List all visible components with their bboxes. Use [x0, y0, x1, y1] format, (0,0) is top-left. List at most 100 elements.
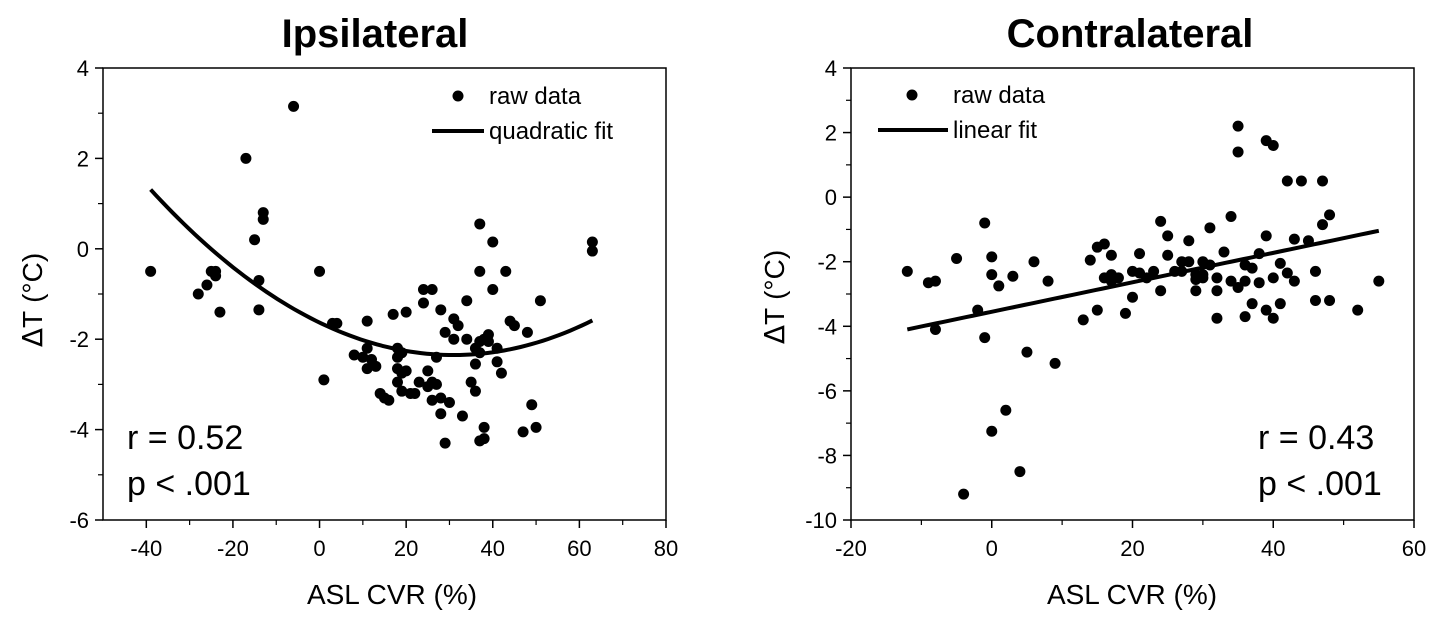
ipsilateral-data-point — [456, 410, 468, 422]
contralateral-y-tick-label: -6 — [817, 379, 837, 404]
ipsilateral-x-tick-label: 40 — [481, 536, 505, 561]
ipsilateral-y-axis-label: ΔT (°C) — [16, 253, 49, 347]
contralateral-y-tick-label: 2 — [825, 121, 837, 146]
contralateral-x-tick-label: 60 — [1402, 536, 1426, 561]
ipsilateral-data-point — [508, 320, 520, 332]
contralateral-data-point — [1155, 215, 1167, 227]
ipsilateral-data-point — [482, 335, 494, 347]
contralateral-data-point — [979, 332, 991, 344]
contralateral-data-point — [1225, 275, 1237, 287]
contralateral-linear-fit-line — [906, 228, 1380, 332]
contralateral-y-tick-label: 0 — [825, 185, 837, 210]
contralateral-data-point — [1267, 272, 1279, 284]
ipsilateral-data-point — [461, 333, 473, 345]
ipsilateral-data-point — [253, 304, 265, 316]
ipsilateral-x-tick-label: 20 — [394, 536, 418, 561]
ipsilateral-data-point — [400, 365, 412, 377]
ipsilateral-data-point — [500, 265, 512, 277]
ipsilateral-data-point — [478, 421, 490, 433]
ipsilateral-data-point — [521, 326, 533, 338]
contralateral-data-point — [1281, 175, 1293, 187]
contralateral-data-point — [1239, 311, 1251, 323]
contralateral-data-point — [1007, 270, 1019, 282]
ipsilateral-data-point — [586, 236, 598, 248]
contralateral-data-point — [1190, 285, 1202, 297]
contralateral-data-point — [1155, 285, 1167, 297]
contralateral-data-point — [1267, 312, 1279, 324]
ipsilateral-data-point — [487, 283, 499, 295]
contralateral-data-point — [1162, 249, 1174, 261]
contralateral-data-point — [1197, 272, 1209, 284]
y-unit: (°C) — [759, 250, 790, 300]
y-variable: T — [17, 311, 48, 328]
ipsilateral-data-point — [201, 279, 213, 291]
contralateral-legend-marker — [906, 89, 918, 101]
ipsilateral-data-point — [348, 349, 360, 361]
contralateral-data-point — [1162, 230, 1174, 242]
contralateral-data-point — [1098, 238, 1110, 250]
contralateral-data-point — [1127, 291, 1138, 303]
contralateral-x-tick-label: 0 — [986, 536, 998, 561]
ipsilateral-data-point — [517, 426, 529, 438]
contralateral-legend-raw-data: raw data — [953, 82, 1046, 109]
contralateral-data-point — [1274, 298, 1286, 310]
ipsilateral-data-point — [331, 317, 343, 329]
contralateral-data-point — [1105, 249, 1117, 261]
ipsilateral-y-tick-label: -2 — [69, 327, 89, 352]
contralateral-data-point — [1239, 275, 1251, 287]
contralateral-data-point — [1232, 146, 1244, 158]
contralateral-y-tick-label: -2 — [817, 250, 837, 275]
delta-symbol: Δ — [16, 328, 49, 347]
contralateral-y-tick-label: 4 — [825, 56, 837, 81]
ipsilateral-points — [145, 100, 598, 449]
ipsilateral-x-tick-label: 0 — [313, 536, 325, 561]
contralateral-data-point — [1084, 254, 1096, 266]
ipsilateral-data-point — [417, 283, 429, 295]
ipsilateral-data-point — [318, 374, 330, 386]
contralateral-data-point — [929, 275, 941, 287]
ipsilateral-data-point — [435, 392, 447, 404]
contralateral-data-point — [986, 251, 998, 263]
contralateral-data-point — [1281, 267, 1293, 279]
ipsilateral-x-tick-label: -40 — [130, 536, 162, 561]
ipsilateral-data-point — [452, 320, 464, 332]
ipsilateral-data-point — [387, 308, 399, 320]
contralateral-data-point — [1260, 304, 1272, 316]
ipsilateral-data-point — [465, 376, 477, 388]
contralateral-data-point — [1324, 209, 1336, 221]
contralateral-data-point — [1246, 298, 1258, 310]
ipsilateral-y-tick-label: -4 — [69, 418, 89, 443]
contralateral-legend-fit-label: linear fit — [953, 117, 1037, 144]
contralateral-x-axis-label: ASL CVR (%) — [1047, 579, 1217, 610]
ipsilateral-data-point — [409, 387, 421, 399]
y-variable: T — [759, 308, 790, 325]
contralateral-data-point — [1112, 272, 1124, 284]
contralateral-data-point — [1218, 246, 1230, 258]
ipsilateral-data-point — [422, 365, 434, 377]
contralateral-data-point — [1000, 404, 1012, 416]
ipsilateral-y-tick-label: 2 — [77, 146, 89, 171]
ipsilateral-x-tick-label: 60 — [567, 536, 591, 561]
contralateral-x-tick-label: -20 — [835, 536, 867, 561]
contralateral-title: Contralateral — [1007, 12, 1254, 56]
contralateral-data-point — [1211, 312, 1223, 324]
contralateral-data-point — [1183, 235, 1195, 247]
contralateral-data-point — [1183, 256, 1195, 268]
ipsilateral-data-point — [495, 367, 507, 379]
ipsilateral-data-point — [530, 421, 542, 433]
ipsilateral-data-point — [370, 360, 382, 372]
ipsilateral-data-point — [439, 437, 451, 449]
ipsilateral-r-value: r = 0.52 — [127, 419, 243, 457]
ipsilateral-data-point — [361, 315, 373, 327]
ipsilateral-x-axis-label: ASL CVR (%) — [307, 579, 477, 610]
ipsilateral-data-point — [469, 358, 481, 370]
ipsilateral-data-point — [534, 295, 546, 307]
contralateral-y-tick-label: -10 — [805, 508, 837, 533]
contralateral-x-tick-label: 40 — [1261, 536, 1285, 561]
contralateral-data-point — [1134, 248, 1146, 260]
contralateral-data-point — [1260, 230, 1272, 242]
ipsilateral-data-point — [426, 394, 438, 406]
ipsilateral-data-point — [426, 283, 438, 295]
